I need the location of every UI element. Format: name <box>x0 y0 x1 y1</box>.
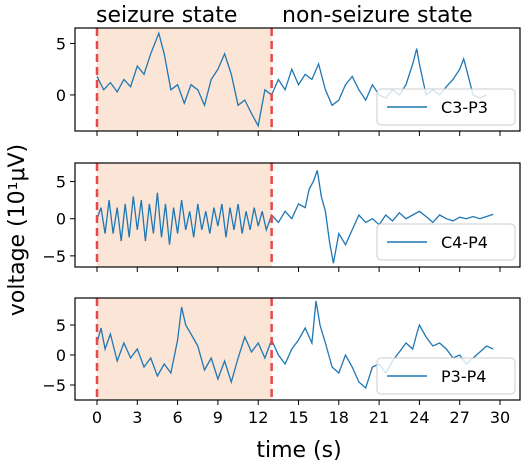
x-axis-label: time (s) <box>256 438 341 463</box>
x-tick-label: 6 <box>173 408 183 427</box>
x-tick-label: 18 <box>329 408 349 427</box>
y-tick-label: 5 <box>56 34 66 53</box>
seizure-state-label: seizure state <box>96 3 237 28</box>
y-tick-label: −5 <box>42 247 66 266</box>
x-tick-label: 9 <box>213 408 223 427</box>
x-tick-label: 27 <box>450 408 470 427</box>
legend-box <box>376 357 516 395</box>
y-tick-label: 5 <box>56 173 66 192</box>
y-axis-label: voltage (10¹μV) <box>5 144 30 316</box>
legend-p3-p4: P3-P4 <box>376 357 516 395</box>
legend-box <box>376 88 516 126</box>
x-tick-label: 0 <box>92 408 102 427</box>
axes-frame <box>74 297 521 401</box>
legend-box <box>376 223 516 261</box>
y-tick-label: 0 <box>56 210 66 229</box>
x-tick-label: 21 <box>369 408 389 427</box>
legend-c4-p4: C4-P4 <box>376 223 516 261</box>
panel-c3-p3: 0 5 C3-P3 <box>56 27 521 136</box>
signal-line-c4-p4 <box>96 170 494 264</box>
x-tick-label: 3 <box>132 408 142 427</box>
y-tick-label: −5 <box>42 376 66 395</box>
y-tick-label: 5 <box>56 316 66 335</box>
signal-line-p3-p4 <box>96 300 494 390</box>
axes-frame <box>74 27 521 132</box>
seizure-shade <box>97 298 272 400</box>
panel-c4-p4: −5 0 5 C4-P4 <box>42 162 521 272</box>
y-tick-label: 0 <box>56 346 66 365</box>
legend-c3-p3: C3-P3 <box>376 88 516 126</box>
x-tick-label: 12 <box>248 408 268 427</box>
legend-label: C4-P4 <box>441 233 488 252</box>
panel-p3-p4: −5 0 5 P3-P4 <box>42 297 521 405</box>
y-tick-label: 0 <box>56 86 66 105</box>
x-tick-label: 30 <box>490 408 510 427</box>
x-tick-label: 15 <box>288 408 308 427</box>
x-tick-label: 24 <box>409 408 429 427</box>
non-seizure-state-label: non-seizure state <box>282 3 473 28</box>
seizure-shade <box>97 28 272 131</box>
legend-label: C3-P3 <box>441 98 488 117</box>
axes-frame <box>74 162 521 268</box>
legend-label: P3-P4 <box>441 367 486 386</box>
